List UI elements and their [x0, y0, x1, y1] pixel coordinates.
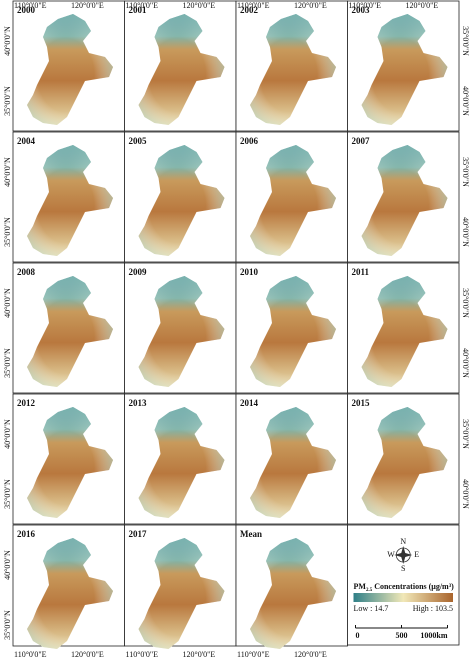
- title-rest: Concentrations (μg/m³): [372, 582, 454, 591]
- scale-label: 1000km: [420, 631, 447, 640]
- map-panel: 2011: [347, 262, 460, 394]
- map-panel: Mean: [235, 524, 348, 649]
- lon-label-top: 120°0'0"E: [71, 1, 104, 10]
- panel-label: 2011: [352, 267, 370, 277]
- lon-label-top: 120°0'0"E: [294, 1, 327, 10]
- lat-label-left: 35°0'0"N: [3, 610, 12, 640]
- lon-label-top: 120°0'0"E: [406, 1, 439, 10]
- scale-bar: [355, 625, 448, 629]
- low-label: Low : 14.7: [354, 604, 389, 613]
- panel-label: 2007: [352, 136, 371, 146]
- map-panel: 2014: [235, 393, 348, 525]
- panel-label: 2013: [129, 398, 148, 408]
- lat-label-right: 35°0'0"N: [461, 288, 470, 318]
- compass-n: N: [400, 537, 406, 546]
- lat-label-left: 40°0'0"N: [3, 157, 12, 187]
- lon-label-bottom: 120°0'0"E: [71, 650, 104, 659]
- panel-label: 2001: [129, 5, 148, 15]
- lat-label-left: 35°0'0"N: [3, 217, 12, 247]
- lon-label-top: 110°0'0"E: [14, 1, 47, 10]
- title-prefix: PM: [354, 582, 367, 591]
- map-panel: 2008: [12, 262, 125, 394]
- color-bar: [353, 593, 453, 602]
- panel-label: Mean: [240, 529, 262, 539]
- map-panel: 2002: [235, 0, 348, 132]
- lat-label-left: 40°0'0"N: [3, 550, 12, 580]
- legend-title: PM2.5 Concentrations (μg/m³): [354, 582, 455, 593]
- lat-label-right: 35°0'0"N: [461, 26, 470, 56]
- lat-label-right: 40°0'0"N: [461, 479, 470, 509]
- lat-label-right: 35°0'0"N: [461, 419, 470, 449]
- lon-label-bottom: 110°0'0"E: [237, 650, 270, 659]
- map-panel: 2012: [12, 393, 125, 525]
- panel-label: 2008: [17, 267, 36, 277]
- legend: N SE W PM2.5 Concentrations (μg/m³) Low : 14…: [347, 524, 460, 646]
- map-panel: 2016: [12, 524, 125, 649]
- panel-label: 2009: [129, 267, 148, 277]
- panel-label: 2014: [240, 398, 259, 408]
- lon-label-bottom: 110°0'0"E: [14, 650, 47, 659]
- legend-frame: [347, 524, 460, 646]
- panel-label: 2003: [352, 5, 371, 15]
- map-panel: 2013: [124, 393, 237, 525]
- panel-label: 2000: [17, 5, 36, 15]
- panel-label: 2002: [240, 5, 259, 15]
- lon-label-top: 110°0'0"E: [237, 1, 270, 10]
- map-panel: 2005: [124, 131, 237, 263]
- panel-label: 2012: [17, 398, 36, 408]
- compass-w: W: [387, 550, 395, 559]
- lon-label-top: 110°0'0"E: [349, 1, 382, 10]
- map-panel: 2007: [347, 131, 460, 263]
- compass-s: S: [401, 564, 405, 573]
- lat-label-left: 40°0'0"N: [3, 419, 12, 449]
- lat-label-right: 35°0'0"N: [461, 157, 470, 187]
- compass-e: E: [414, 550, 419, 559]
- lat-label-left: 40°0'0"N: [3, 288, 12, 318]
- scale-label: 0: [356, 631, 360, 640]
- panel-label: 2015: [352, 398, 371, 408]
- high-label: High : 103.5: [413, 604, 453, 613]
- lon-label-top: 110°0'0"E: [126, 1, 159, 10]
- title-sub: 2.5: [366, 588, 373, 593]
- lon-label-bottom: 120°0'0"E: [294, 650, 327, 659]
- panel-label: 2004: [17, 136, 36, 146]
- map-panel: 2017: [124, 524, 237, 649]
- lat-label-right: 40°0'0"N: [461, 348, 470, 378]
- lat-label-left: 35°0'0"N: [3, 348, 12, 378]
- panel-label: 2010: [240, 267, 259, 277]
- map-panel: 2003: [347, 0, 460, 132]
- lat-label-right: 40°0'0"N: [461, 86, 470, 116]
- panel-label: 2017: [129, 529, 148, 539]
- map-panel: 2015: [347, 393, 460, 525]
- map-panel: 2001: [124, 0, 237, 132]
- panel-label: 2006: [240, 136, 259, 146]
- lon-label-bottom: 110°0'0"E: [126, 650, 159, 659]
- panel-label: 2016: [17, 529, 36, 539]
- lat-label-left: 35°0'0"N: [3, 86, 12, 116]
- panel-label: 2005: [129, 136, 148, 146]
- compass-star: [394, 546, 413, 564]
- lat-label-right: 40°0'0"N: [461, 217, 470, 247]
- lat-label-left: 40°0'0"N: [3, 26, 12, 56]
- map-panel: 2006: [235, 131, 348, 263]
- scale-label: 500: [396, 631, 408, 640]
- map-panel: 2009: [124, 262, 237, 394]
- map-panel: 2004: [12, 131, 125, 263]
- lon-label-bottom: 120°0'0"E: [183, 650, 216, 659]
- lon-label-top: 120°0'0"E: [183, 1, 216, 10]
- map-panel: 2000: [12, 0, 125, 132]
- map-panel: 2010: [235, 262, 348, 394]
- lat-label-left: 35°0'0"N: [3, 479, 12, 509]
